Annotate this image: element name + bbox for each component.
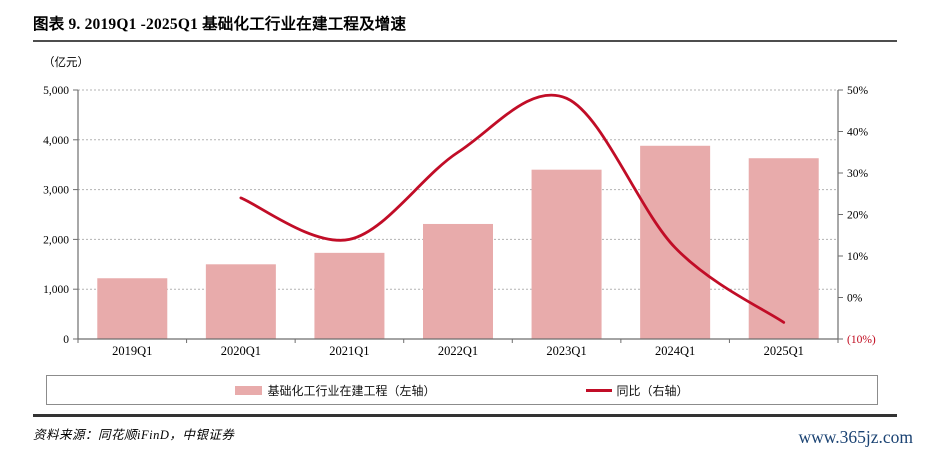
site-link[interactable]: www.365jz.com	[798, 427, 913, 447]
bar-series-swatch	[235, 385, 263, 395]
x-axis-label: 2024Q1	[655, 344, 695, 358]
bar-2023Q1	[531, 169, 602, 339]
right-axis-tick-label: (10%)	[847, 334, 876, 346]
legend-bar-label: 基础化工行业在建工程（左轴）	[267, 383, 436, 398]
title-underline	[33, 40, 897, 42]
x-axis-label: 2019Q1	[112, 344, 152, 358]
left-axis-tick-label: 3,000	[43, 185, 69, 197]
chart-legend: 基础化工行业在建工程（左轴） 同比（右轴）	[46, 375, 878, 405]
legend-item-bar: 基础化工行业在建工程（左轴）	[235, 382, 436, 399]
yoy-line	[239, 93, 786, 324]
right-axis-tick-label: 0%	[847, 293, 863, 305]
x-axis-label: 2023Q1	[546, 344, 586, 358]
bar-2021Q1	[314, 252, 385, 339]
right-axis-tick-label: 50%	[847, 85, 869, 97]
x-axis-label: 2025Q1	[764, 344, 804, 358]
legend-item-line: 同比（右轴）	[585, 382, 689, 399]
bar-2024Q1	[640, 145, 711, 339]
left-axis-tick-label: 5,000	[43, 85, 69, 97]
bar-2025Q1	[748, 158, 819, 339]
bar-2019Q1	[97, 278, 168, 339]
bar-2020Q1	[205, 264, 276, 339]
legend-line-label: 同比（右轴）	[616, 383, 689, 398]
right-axis-tick-label: 30%	[847, 168, 869, 180]
left-axis-tick-label: 2,000	[43, 234, 69, 246]
figure-title: 图表 9. 2019Q1 -2025Q1 基础化工行业在建工程及增速	[33, 16, 407, 33]
left-axis-unit-label: （亿元）	[43, 57, 89, 69]
left-axis-tick-label: 4,000	[43, 135, 69, 147]
bar-2022Q1	[423, 223, 493, 339]
footer-separator	[33, 414, 897, 417]
x-axis-label: 2022Q1	[438, 344, 478, 358]
left-axis-tick-label: 0	[63, 334, 69, 346]
right-axis-tick-label: 10%	[847, 251, 869, 263]
left-axis-tick-label: 1,000	[43, 284, 69, 296]
x-axis-label: 2020Q1	[221, 344, 261, 358]
x-axis-label: 2021Q1	[329, 344, 369, 358]
right-axis-tick-label: 20%	[847, 210, 869, 222]
line-series-swatch	[585, 388, 612, 392]
right-axis-tick-label: 40%	[847, 127, 869, 139]
data-source-note: 资料来源：同花顺iFinD，中银证券	[33, 428, 235, 442]
